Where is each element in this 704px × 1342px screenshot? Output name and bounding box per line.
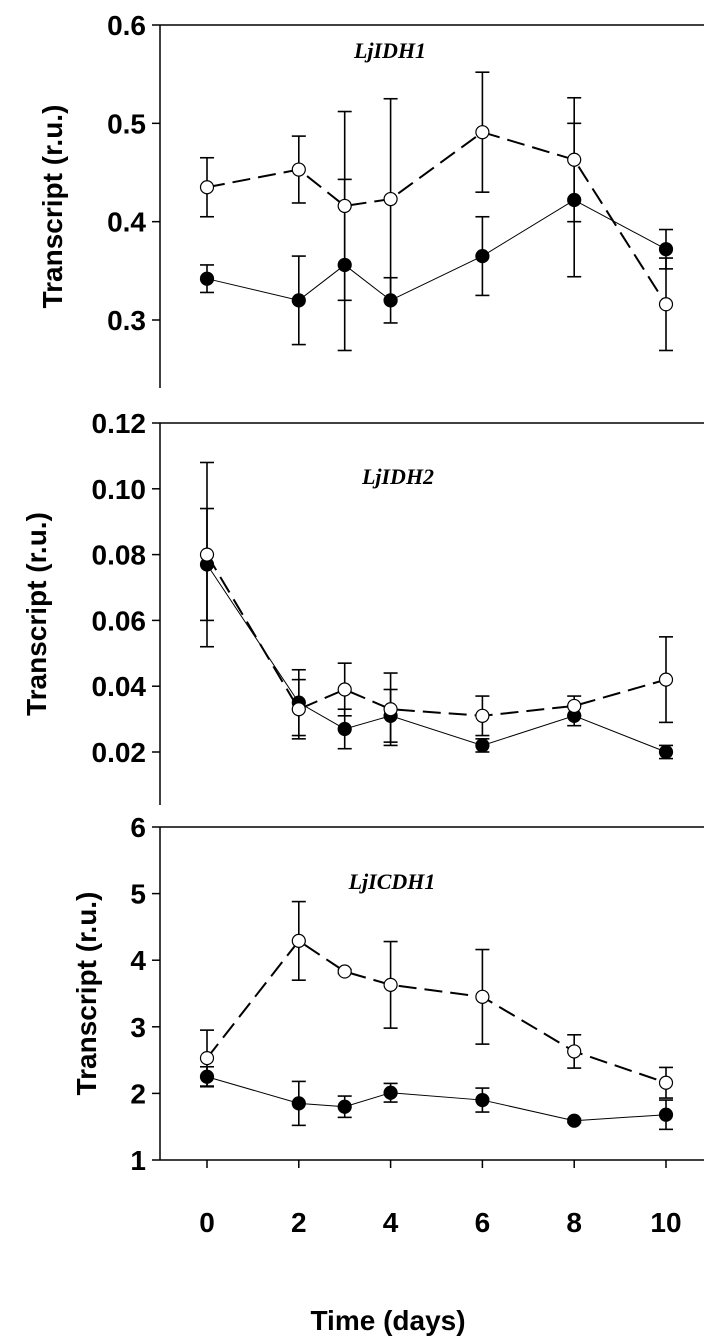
filled-series — [199, 122, 674, 352]
chart-panel-1: 0.3 0.4 0.5 0.6 Transcript (r.u.) LjIDH1 — [37, 10, 704, 388]
y-tick-label: 5 — [130, 879, 146, 910]
x-tick-label: 4 — [383, 1207, 399, 1238]
data-point — [383, 977, 398, 992]
y-tick-label: 0.02 — [92, 737, 147, 768]
y-tick-label: 0.04 — [92, 671, 147, 702]
y-tick-label: 4 — [130, 945, 146, 976]
panel-title: LjIDH2 — [361, 464, 434, 489]
data-point — [567, 152, 582, 167]
data-point — [475, 989, 490, 1004]
open-series — [199, 461, 674, 747]
y-tick-label: 3 — [130, 1012, 146, 1043]
data-point — [567, 1113, 582, 1128]
data-point — [383, 191, 398, 207]
y-tick-label: 0.12 — [92, 408, 147, 439]
y-axis-title: Transcript (r.u.) — [37, 105, 68, 309]
y-tick-label: 0.06 — [92, 605, 147, 636]
y-tick-label: 0.3 — [107, 305, 146, 336]
data-point — [567, 1044, 582, 1059]
series-line — [206, 939, 667, 1084]
data-point — [199, 1051, 215, 1066]
filled-series — [199, 1065, 674, 1131]
y-tick-label: 0.10 — [92, 474, 147, 505]
data-point — [658, 242, 674, 257]
series-line — [206, 1076, 667, 1122]
series-line — [206, 199, 667, 301]
data-point — [475, 708, 490, 723]
data-point — [291, 1096, 306, 1111]
data-point — [658, 297, 674, 312]
y-tick-label: 1 — [130, 1145, 146, 1176]
x-tick-label: 10 — [650, 1207, 681, 1238]
data-point — [337, 682, 352, 697]
x-tick-label: 6 — [475, 1207, 491, 1238]
data-point — [199, 271, 215, 286]
data-point — [475, 1092, 490, 1108]
data-point — [658, 744, 674, 760]
y-tick-label: 6 — [130, 812, 146, 843]
data-point — [291, 162, 306, 177]
data-point — [475, 738, 490, 753]
data-point — [658, 672, 674, 687]
y-tick-label: 0.4 — [107, 207, 146, 238]
data-point — [475, 248, 490, 264]
data-point — [337, 1099, 352, 1114]
data-point — [291, 293, 306, 308]
data-point — [658, 1107, 674, 1122]
data-point — [337, 721, 352, 737]
y-tick-label: 0.5 — [107, 108, 146, 139]
x-axis-title: Time (days) — [310, 1305, 465, 1336]
data-point — [383, 1085, 398, 1100]
data-point — [291, 933, 306, 948]
data-point — [475, 125, 490, 140]
data-point — [337, 198, 352, 214]
y-axis-title: Transcript (r.u.) — [21, 512, 52, 716]
data-point — [337, 964, 352, 979]
series-line — [206, 564, 667, 753]
y-axis-title: Transcript (r.u.) — [71, 892, 102, 1096]
panel-title: LjIDH1 — [353, 38, 426, 63]
x-tick-label: 2 — [291, 1207, 307, 1238]
data-point — [383, 702, 398, 717]
y-tick-label: 2 — [130, 1078, 146, 1109]
panel-title: LjICDH1 — [348, 869, 436, 894]
open-series — [199, 900, 674, 1099]
data-point — [658, 1075, 674, 1090]
y-tick-label: 0.6 — [107, 10, 146, 41]
filled-series — [199, 507, 674, 760]
chart-panel-3: 1 2 3 4 5 6 Transcript (r.u.) LjICDH1 0 2 4 6 8 10 — [71, 812, 704, 1238]
data-point — [199, 547, 215, 562]
data-point — [291, 702, 306, 717]
x-tick-label: 0 — [199, 1207, 215, 1238]
x-tick-label: 8 — [566, 1207, 582, 1238]
data-point — [567, 698, 582, 714]
series-line — [206, 554, 667, 717]
chart-panel-2: 0.02 0.04 0.06 0.08 0.10 0.12 Transcript (r.u.… — [21, 408, 704, 805]
data-point — [199, 180, 215, 195]
open-series — [199, 71, 674, 352]
y-tick-label: 0.08 — [92, 540, 147, 571]
